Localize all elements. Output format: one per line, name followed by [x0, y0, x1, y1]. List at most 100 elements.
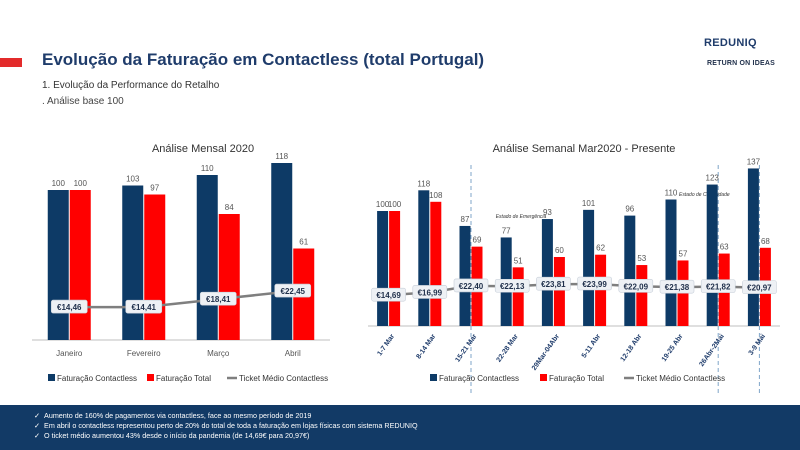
- x-tick-label: 5-11 Abr: [581, 333, 603, 360]
- x-tick-label: Abril: [285, 349, 301, 358]
- ticket-data-label: €14,41: [132, 303, 157, 312]
- x-tick-label: 3-9 Mai: [748, 333, 767, 356]
- ticket-data-label: €23,81: [541, 280, 566, 289]
- data-label-total: 62: [596, 244, 605, 253]
- x-tick-label: 19-25 Abr: [661, 333, 685, 363]
- x-tick-label: 1-7 Mar: [376, 333, 396, 357]
- bar-contactless: [47, 190, 69, 340]
- data-label-contactless: 77: [502, 226, 511, 235]
- bar-contactless: [541, 219, 553, 326]
- data-label-contactless: 137: [747, 157, 761, 166]
- data-label-total: 68: [761, 237, 770, 246]
- data-label-total: 100: [74, 179, 88, 188]
- ticket-label-box: [659, 279, 695, 294]
- footer-bullet-text: O ticket médio aumentou 43% desde o iníc…: [44, 431, 310, 440]
- x-tick-label: Janeiro: [56, 349, 83, 358]
- ticket-data-label: €20,97: [747, 284, 772, 293]
- bar-contactless: [377, 211, 389, 326]
- data-label-contactless: 93: [543, 208, 552, 217]
- return-on-ideas-logo: RETURN ON IDEAS: [707, 60, 775, 67]
- bar-contactless: [459, 225, 471, 326]
- data-label-contactless: 87: [461, 215, 470, 224]
- bar-contactless: [271, 163, 293, 340]
- chart-title: Análise Mensal 2020: [152, 143, 254, 155]
- bar-contactless: [747, 168, 759, 326]
- charts-canvas: Análise Mensal 2020 100 100 Janeiro 103 97 Fev…: [32, 143, 780, 395]
- data-label-contactless: 100: [52, 179, 66, 188]
- x-tick-label: 22-28 Mar: [496, 333, 520, 364]
- bar-total: [389, 211, 401, 326]
- footer-bullets: ✓ Aumento de 160% de pagamentos via conta…: [0, 405, 800, 441]
- data-label-total: 69: [473, 236, 482, 245]
- legend-label: Faturação Total: [549, 374, 604, 383]
- chart-title: Análise Semanal Mar2020 - Presente: [493, 143, 676, 155]
- legend-label: Faturação Contactless: [439, 374, 519, 383]
- annotation-label: Estado de Emergência: [496, 214, 547, 220]
- ticket-label-box: [371, 287, 406, 302]
- reduniq-logo: REDUNIQ: [704, 37, 757, 49]
- ticket-label-box: [536, 276, 571, 291]
- data-label-total: 51: [514, 256, 523, 265]
- data-label-total: 63: [720, 243, 729, 252]
- ticket-label-box: [453, 278, 489, 293]
- data-label-contactless: 103: [126, 175, 140, 184]
- bar-total: [430, 201, 442, 326]
- data-label-contactless: 100: [376, 200, 390, 209]
- annotation-label: Estado de Calamidade: [679, 192, 730, 198]
- bar-total: [144, 194, 166, 340]
- footer-panel: ✓ Aumento de 160% de pagamentos via conta…: [0, 405, 800, 450]
- legend-label: Ticket Médio Contactless: [239, 374, 328, 383]
- ticket-line: [69, 289, 293, 309]
- check-icon: ✓: [34, 431, 41, 440]
- ticket-data-label: €22,40: [459, 282, 484, 291]
- data-label-total: 97: [150, 184, 159, 193]
- legend-swatch: [540, 374, 547, 381]
- section-subtitle: 1. Evolução da Performance do Retalho: [42, 80, 220, 91]
- data-label-total: 57: [679, 249, 688, 258]
- ticket-label-box: [577, 276, 612, 291]
- ticket-line: [388, 282, 760, 297]
- check-icon: ✓: [34, 411, 41, 420]
- footer-bullet: ✓ O ticket médio aumentou 43% desde o iní…: [34, 431, 800, 441]
- x-tick-label: 8-14 Mar: [415, 333, 437, 361]
- ticket-label-box: [274, 283, 312, 298]
- ticket-label-box: [199, 291, 237, 306]
- data-label-total: 61: [299, 238, 308, 247]
- data-label-contactless: 118: [275, 152, 288, 161]
- legend-swatch: [430, 374, 437, 381]
- legend-label: Ticket Médio Contactless: [636, 374, 725, 383]
- bar-total: [69, 190, 91, 340]
- x-tick-label: Fevereiro: [127, 349, 161, 358]
- data-label-total: 60: [555, 246, 564, 255]
- ticket-data-label: €22,09: [624, 282, 649, 291]
- footer-bullet: ✓ Aumento de 160% de pagamentos via conta…: [34, 411, 800, 421]
- bar-contactless: [196, 175, 218, 340]
- ticket-label-box: [125, 299, 163, 314]
- analysis-note: . Análise base 100: [42, 96, 124, 107]
- x-tick-label: Março: [207, 349, 230, 358]
- ticket-label-box: [494, 278, 530, 293]
- legend-swatch: [48, 374, 55, 381]
- legend-swatch: [147, 374, 154, 381]
- legend-label: Faturação Contactless: [57, 374, 137, 383]
- bar-total: [553, 257, 565, 326]
- data-label-contactless: 96: [625, 205, 634, 214]
- footer-bullet-text: Em abril o contactless representou perto…: [44, 421, 418, 430]
- data-label-contactless: 110: [665, 189, 678, 198]
- footer-bullet: ✓ Em abril o contactless representou pert…: [34, 421, 800, 431]
- bar-total: [595, 254, 607, 326]
- ticket-label-box: [412, 285, 448, 299]
- check-icon: ✓: [34, 421, 41, 430]
- page-title: Evolução da Faturação em Contactless (to…: [42, 50, 485, 69]
- ticket-data-label: €21,38: [665, 283, 690, 292]
- ticket-data-label: €14,46: [57, 303, 82, 312]
- ticket-data-label: €18,41: [206, 295, 231, 304]
- ticket-data-label: €21,82: [706, 283, 731, 292]
- x-tick-label: 26Abr-2Mai: [698, 333, 725, 368]
- bar-contactless: [418, 190, 430, 326]
- ticket-data-label: €16,99: [418, 288, 443, 297]
- data-label-total: 84: [225, 203, 234, 212]
- accent-bar: [0, 58, 22, 67]
- ticket-data-label: €23,99: [582, 280, 607, 289]
- ticket-label-box: [742, 280, 777, 294]
